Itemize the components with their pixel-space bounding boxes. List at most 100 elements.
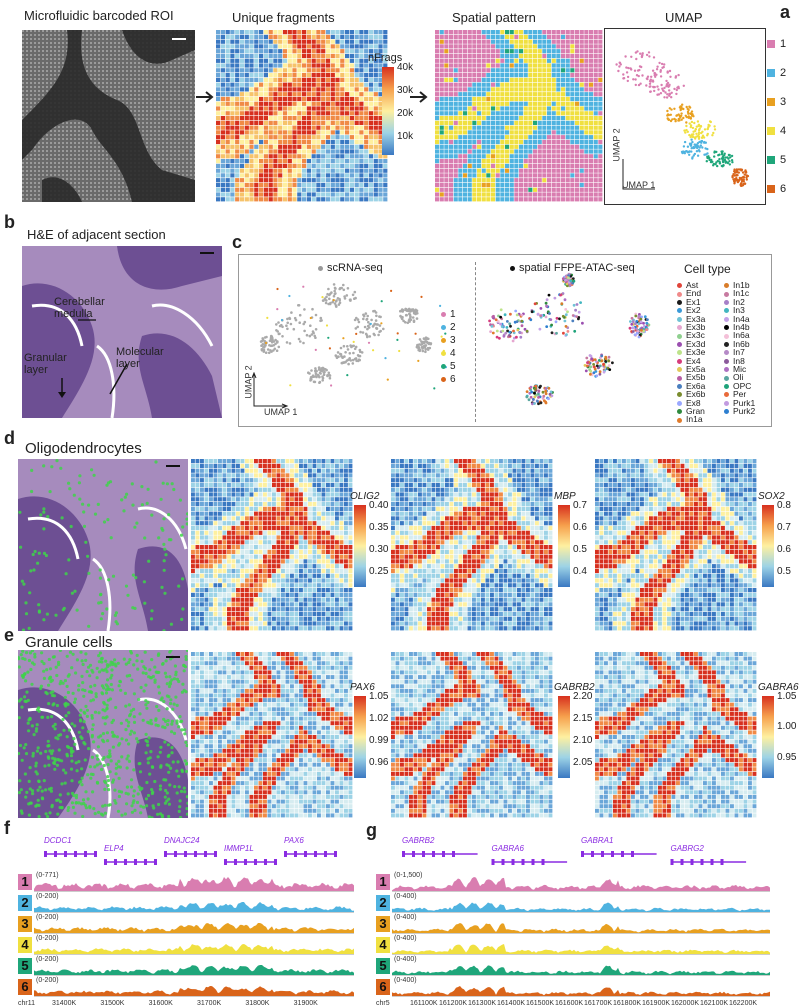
grid-cell bbox=[486, 154, 490, 158]
grid-cell bbox=[200, 564, 204, 568]
grid-cell bbox=[264, 126, 268, 130]
grid-cell bbox=[547, 121, 551, 125]
grid-cell bbox=[449, 44, 453, 48]
grid-cell bbox=[245, 521, 249, 525]
spatial-point bbox=[533, 392, 536, 395]
grid-cell bbox=[277, 464, 281, 468]
grid-cell bbox=[374, 97, 378, 101]
scrna-cluster-point bbox=[302, 286, 304, 288]
grid-cell bbox=[297, 78, 301, 82]
grid-cell bbox=[245, 59, 249, 63]
grid-cell bbox=[345, 49, 349, 53]
grid-cell bbox=[249, 35, 253, 39]
grid-cell bbox=[235, 197, 239, 201]
grid-cell bbox=[345, 154, 349, 158]
grid-cell bbox=[281, 578, 285, 582]
grid-cell bbox=[191, 555, 195, 559]
grid-cell bbox=[232, 588, 236, 592]
grid-cell bbox=[335, 87, 339, 91]
grid-cell bbox=[547, 192, 551, 196]
grid-cell bbox=[268, 621, 272, 625]
umap-point bbox=[703, 142, 705, 144]
grid-cell bbox=[263, 473, 267, 477]
grid-cell bbox=[214, 569, 218, 573]
scrna-cluster-point bbox=[368, 342, 370, 344]
grid-cell bbox=[302, 169, 306, 173]
grid-cell bbox=[223, 559, 227, 563]
scrna-point bbox=[352, 294, 355, 297]
grid-cell bbox=[218, 464, 222, 468]
grid-cell bbox=[369, 135, 373, 139]
grid-cell bbox=[286, 535, 290, 539]
grid-cell bbox=[200, 535, 204, 539]
spatial-point bbox=[491, 325, 494, 328]
grid-cell bbox=[345, 169, 349, 173]
grid-cell bbox=[364, 130, 368, 134]
grid-cell bbox=[221, 183, 225, 187]
umap-point bbox=[615, 63, 617, 65]
grid-cell bbox=[268, 612, 272, 616]
grid-cell bbox=[259, 578, 263, 582]
grid-cell bbox=[584, 159, 588, 163]
spatial-point bbox=[635, 328, 638, 331]
grid-cell bbox=[250, 574, 254, 578]
grid-cell bbox=[278, 68, 282, 72]
grid-cell bbox=[491, 111, 495, 115]
grid-cell bbox=[205, 550, 209, 554]
grid-cell bbox=[369, 92, 373, 96]
he-spot bbox=[147, 488, 150, 491]
grid-cell bbox=[440, 102, 444, 106]
grid-cell bbox=[307, 73, 311, 77]
spatial-atac-title: spatial FFPE-ATAC-seq bbox=[510, 262, 635, 274]
grid-cell bbox=[245, 502, 249, 506]
grid-cell bbox=[191, 459, 195, 463]
legend-label: 1 bbox=[780, 38, 786, 50]
grid-cell bbox=[547, 35, 551, 39]
grid-cell bbox=[286, 483, 290, 487]
grid-cell bbox=[331, 164, 335, 168]
grid-cell bbox=[283, 135, 287, 139]
grid-cell bbox=[200, 559, 204, 563]
grid-cell bbox=[331, 154, 335, 158]
scrna-cluster-point bbox=[266, 317, 268, 319]
grid-cell bbox=[236, 459, 240, 463]
grid-cell bbox=[273, 35, 277, 39]
grid-cell bbox=[286, 607, 290, 611]
grid-cell bbox=[491, 30, 495, 34]
grid-cell bbox=[226, 92, 230, 96]
grid-cell bbox=[240, 30, 244, 34]
grid-cell bbox=[312, 173, 316, 177]
grid-cell bbox=[566, 121, 570, 125]
grid-cell bbox=[482, 126, 486, 130]
grid-cell bbox=[505, 169, 509, 173]
grid-cell bbox=[561, 140, 565, 144]
grid-cell bbox=[359, 111, 363, 115]
grid-cell bbox=[205, 488, 209, 492]
grid-cell bbox=[245, 612, 249, 616]
grid-cell bbox=[533, 126, 537, 130]
grid-cell bbox=[221, 126, 225, 130]
he-spot bbox=[115, 620, 118, 623]
grid-cell bbox=[355, 149, 359, 153]
grid-cell bbox=[236, 507, 240, 511]
grid-cell bbox=[594, 135, 598, 139]
grid-cell bbox=[307, 192, 311, 196]
scrna-point bbox=[416, 317, 419, 320]
grid-cell bbox=[359, 121, 363, 125]
grid-cell bbox=[458, 49, 462, 53]
grid-cell bbox=[472, 78, 476, 82]
grid-cell bbox=[272, 593, 276, 597]
scrna-point bbox=[297, 304, 300, 307]
grid-cell bbox=[283, 92, 287, 96]
grid-cell bbox=[223, 540, 227, 544]
grid-cell bbox=[505, 106, 509, 110]
umap-point bbox=[738, 168, 740, 170]
grid-cell bbox=[477, 130, 481, 134]
grid-cell bbox=[302, 44, 306, 48]
grid-cell bbox=[364, 183, 368, 187]
grid-cell bbox=[472, 173, 476, 177]
grid-cell bbox=[369, 188, 373, 192]
grid-cell bbox=[254, 54, 258, 58]
grid-cell bbox=[335, 44, 339, 48]
grid-cell bbox=[335, 97, 339, 101]
